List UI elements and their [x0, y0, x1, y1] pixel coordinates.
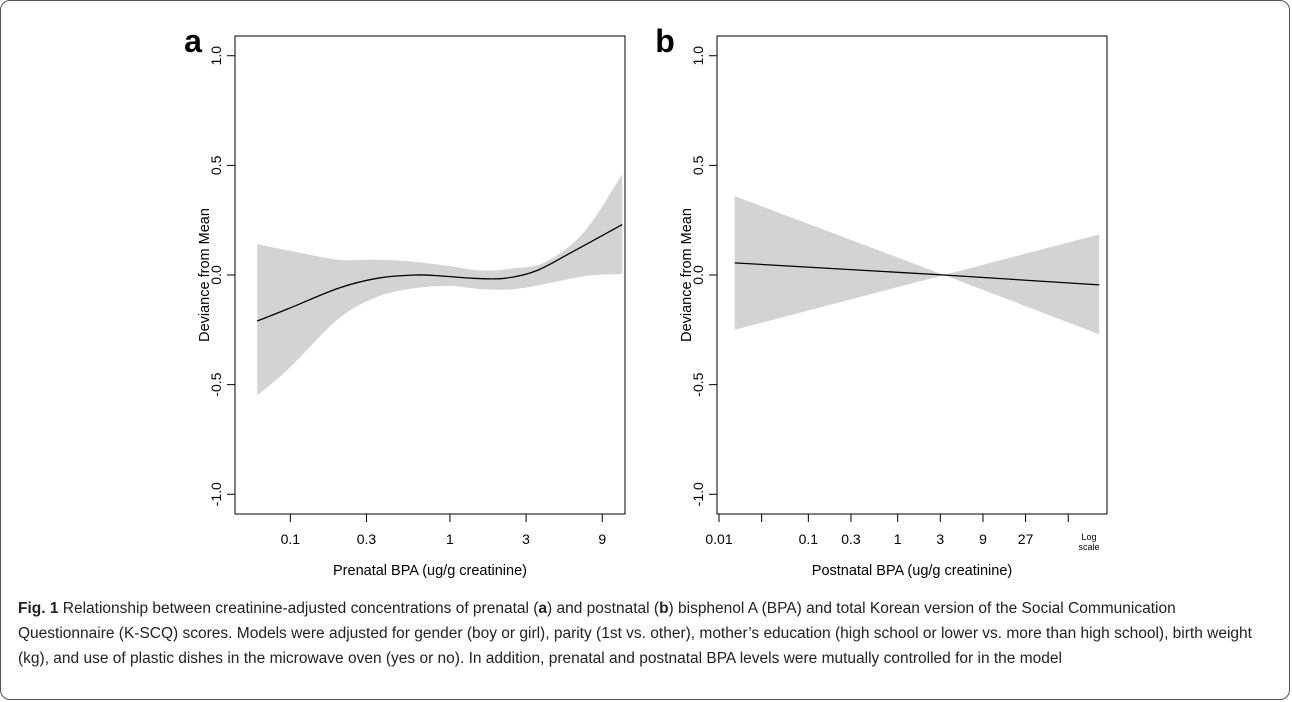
confidence-band: [257, 174, 623, 396]
y-axis-title: Deviance from Mean: [197, 208, 213, 342]
y-tick-label: 0.0: [208, 265, 224, 285]
fitted-line: [734, 262, 1100, 286]
x-tick-label: 0.3: [357, 531, 377, 547]
log-scale-note: Log: [1081, 532, 1096, 542]
panel-b: 0.01 0.1 0.3 1 3 9 27 -1.0 -0.5 0.0 0.5 1.0 Postnata…: [655, 23, 1108, 579]
y-tick-label: -1.0: [690, 482, 706, 506]
y-tick-label: 0.5: [208, 155, 224, 175]
caption-panel-b-ref: b: [659, 600, 669, 617]
x-tick-label: 1: [894, 531, 902, 547]
figure-caption: Fig. 1 Relationship between creatinine-a…: [18, 596, 1268, 671]
y-tick-label: -1.0: [208, 482, 224, 506]
caption-fig-label: Fig. 1: [18, 600, 59, 617]
x-tick-label: 0.3: [841, 531, 861, 547]
x-tick-label: 3: [936, 531, 944, 547]
y-axis-title: Deviance from Mean: [679, 208, 695, 342]
panel-a: 0.1 0.3 1 3 9 -1.0 -0.5 0.0 0.5 1.0 Prenatal BPA (…: [184, 23, 626, 579]
y-tick-label: 1.0: [690, 46, 706, 66]
figure-canvas: 0.1 0.3 1 3 9 -1.0 -0.5 0.0 0.5 1.0 Prenatal BPA (…: [184, 23, 1108, 579]
x-tick-label: 1: [446, 531, 454, 547]
fitted-line: [256, 224, 623, 322]
x-axis-title: Prenatal BPA (ug/g creatinine): [333, 563, 527, 579]
y-tick-label: 1.0: [208, 46, 224, 66]
x-tick-label: 27: [1018, 531, 1034, 547]
y-tick-label: -0.5: [690, 372, 706, 396]
log-scale-note: scale: [1078, 542, 1099, 552]
x-tick-label: 9: [979, 531, 987, 547]
caption-text-1: Relationship between creatinine-adjusted…: [58, 600, 539, 617]
x-tick-label: 0.01: [705, 531, 732, 547]
y-tick-label: -0.5: [208, 372, 224, 396]
panel-label: b: [655, 23, 675, 59]
x-axis-title: Postnatal BPA (ug/g creatinine): [812, 563, 1012, 579]
panel-label: a: [184, 23, 202, 59]
x-tick-label: 0.1: [281, 531, 301, 547]
x-tick-label: 3: [522, 531, 530, 547]
caption-text-3: ) bisphenol A (BPA) and total Korean ver…: [18, 600, 1252, 667]
y-tick-label: 0.0: [690, 265, 706, 285]
caption-panel-a-ref: a: [538, 600, 548, 617]
x-tick-label: 0.1: [799, 531, 819, 547]
y-tick-label: 0.5: [690, 155, 706, 175]
confidence-band: [734, 196, 1100, 335]
caption-text-2: ) and postnatal (: [547, 600, 660, 617]
x-tick-label: 9: [598, 531, 606, 547]
